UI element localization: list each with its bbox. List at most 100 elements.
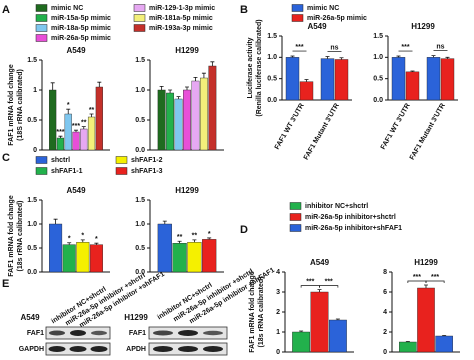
legend-swatch bbox=[115, 156, 128, 164]
bar bbox=[405, 71, 420, 101]
y-tick-label: 0 bbox=[383, 349, 387, 356]
significance: ns bbox=[436, 43, 444, 50]
y-tick-label: 1 bbox=[276, 329, 280, 336]
bar bbox=[440, 58, 455, 101]
legend-swatch bbox=[115, 167, 128, 175]
error-bar bbox=[97, 81, 102, 87]
significance-bracket bbox=[319, 285, 339, 288]
error-bar bbox=[66, 108, 71, 114]
band bbox=[178, 346, 198, 352]
y-tick-label: 0.5 bbox=[27, 245, 37, 252]
y-tick-label: 1 bbox=[33, 87, 37, 94]
legend-label: miR-26a-5p mimic bbox=[51, 35, 111, 42]
protein-label: FAF1 bbox=[27, 330, 44, 337]
bar bbox=[76, 242, 90, 273]
error-bar bbox=[159, 86, 164, 90]
error-bar bbox=[162, 220, 167, 224]
significance: ** bbox=[81, 119, 87, 126]
band bbox=[203, 330, 223, 336]
significance: ** bbox=[89, 107, 95, 114]
legend-label: miR-193a-3p mimic bbox=[149, 25, 213, 32]
legend-label: miR-129-1-3p mimic bbox=[149, 5, 215, 12]
bar bbox=[391, 57, 406, 101]
subplot-title: A549 bbox=[307, 22, 327, 31]
panel-letter: D bbox=[240, 224, 248, 236]
legend-label: mimic NC bbox=[51, 5, 83, 12]
bar bbox=[199, 77, 208, 151]
significance: ** bbox=[177, 234, 183, 241]
bar bbox=[157, 223, 172, 273]
legend-swatch bbox=[289, 202, 302, 210]
legend-swatch bbox=[35, 34, 48, 42]
band bbox=[90, 346, 108, 352]
legend-swatch bbox=[133, 14, 146, 22]
y-tick-label: 1.5 bbox=[267, 33, 277, 40]
error-bar bbox=[410, 70, 415, 72]
legend-swatch bbox=[289, 213, 302, 221]
bar bbox=[172, 242, 187, 273]
error-bar bbox=[89, 113, 94, 117]
error-bar bbox=[445, 56, 450, 59]
error-bar bbox=[177, 240, 182, 244]
y-tick-label: 0.0 bbox=[267, 97, 277, 104]
significance: *** bbox=[306, 278, 314, 285]
error-bar bbox=[431, 55, 436, 58]
error-bar bbox=[442, 335, 447, 336]
bar bbox=[89, 244, 103, 273]
legend-swatch bbox=[291, 4, 304, 12]
error-bar bbox=[304, 79, 309, 82]
error-bar bbox=[207, 237, 212, 240]
legend-swatch bbox=[291, 14, 304, 22]
legend-swatch bbox=[35, 14, 48, 22]
y-tick-label: 0.5 bbox=[135, 117, 145, 124]
y-axis-label: (18S rRNA calibrated) bbox=[17, 69, 24, 141]
bar bbox=[310, 291, 329, 353]
y-tick-label: 0.0 bbox=[27, 269, 37, 276]
band bbox=[49, 330, 65, 336]
bar bbox=[157, 89, 166, 151]
band bbox=[153, 346, 173, 352]
bar bbox=[174, 98, 183, 151]
error-bar bbox=[50, 82, 55, 90]
blot-panel: E A549 FAF1 GAPDH inhibitor NC+shctrl mi… bbox=[2, 267, 276, 356]
y-axis-label: FAF1 mRNA fold change bbox=[249, 271, 256, 353]
y-axis-label: FAF1 mRNA fold change bbox=[8, 195, 15, 277]
y-tick-label: 1.5 bbox=[135, 197, 145, 204]
y-tick-label: 1.5 bbox=[27, 57, 37, 64]
significance: *** bbox=[431, 274, 439, 281]
y-tick-label: 1.0 bbox=[373, 54, 383, 61]
legend-label: shFAF1-3 bbox=[131, 168, 163, 175]
bar bbox=[95, 86, 103, 151]
x-tick-label: FAF1 Mutant 3'UTR bbox=[303, 102, 341, 161]
y-tick-label: 0.5 bbox=[27, 117, 37, 124]
subplot-title: H1299 bbox=[414, 258, 438, 267]
legend-swatch bbox=[35, 167, 48, 175]
y-tick-label: 1.5 bbox=[135, 57, 145, 64]
bar bbox=[187, 242, 202, 273]
y-tick-label: 0.5 bbox=[373, 76, 383, 83]
y-axis-label: (18s rRNA calibrated) bbox=[258, 277, 265, 348]
band bbox=[178, 330, 198, 336]
x-tick-label: FAF1 Mutant 3'UTR bbox=[409, 102, 447, 161]
y-tick-label: 1.0 bbox=[267, 54, 277, 61]
significance-bracket bbox=[300, 285, 320, 288]
bar bbox=[426, 57, 441, 101]
bar bbox=[80, 128, 88, 151]
bar bbox=[56, 137, 65, 151]
error-bar bbox=[74, 129, 78, 132]
significance: *** bbox=[295, 44, 303, 51]
significance: * bbox=[68, 236, 71, 243]
bar bbox=[72, 131, 80, 151]
bar bbox=[49, 89, 57, 151]
y-tick-label: 1.0 bbox=[135, 221, 145, 228]
error-bar bbox=[299, 330, 304, 332]
significance: * bbox=[81, 233, 84, 240]
lane-label: miR-26a-5p inhibitor +shctrl bbox=[172, 268, 254, 323]
y-tick-label: 0.0 bbox=[135, 147, 145, 154]
cell-line: A549 bbox=[20, 313, 40, 322]
bar bbox=[417, 287, 435, 353]
bar bbox=[183, 89, 191, 151]
y-tick-label: 1.5 bbox=[373, 33, 383, 40]
legend-label: shctrl bbox=[51, 157, 70, 164]
